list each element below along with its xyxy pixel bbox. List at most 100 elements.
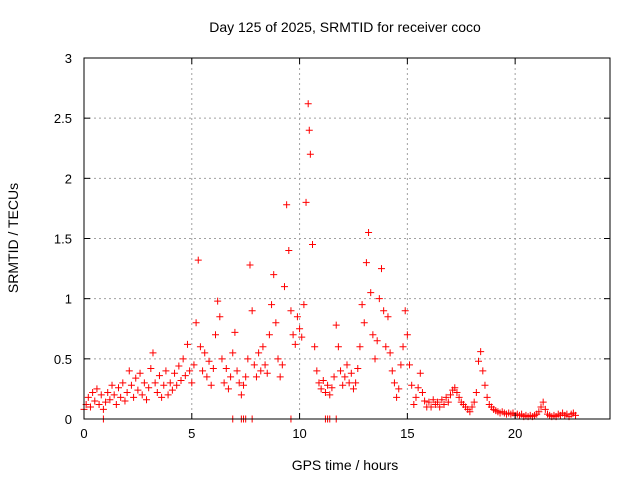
data-point	[136, 369, 144, 377]
y-axis-label: SRMTID / TECUs	[5, 183, 21, 293]
data-point	[188, 379, 196, 387]
data-point	[194, 256, 202, 264]
data-point	[280, 283, 288, 291]
data-point	[300, 301, 308, 309]
data-point	[97, 391, 105, 399]
data-point	[99, 405, 107, 413]
y-tick-label: 2.5	[54, 111, 72, 126]
data-point	[401, 307, 409, 315]
data-point	[84, 393, 92, 401]
data-point	[160, 381, 168, 389]
data-point	[440, 401, 448, 409]
data-point	[324, 381, 332, 389]
data-point	[425, 398, 433, 406]
data-point	[235, 379, 243, 387]
data-point	[305, 126, 313, 134]
data-point	[434, 398, 442, 406]
data-point	[168, 386, 176, 394]
data-point	[375, 295, 383, 303]
x-tick-label: 15	[400, 426, 414, 441]
data-point	[386, 349, 394, 357]
data-point	[384, 313, 392, 321]
data-point	[246, 261, 254, 269]
data-point	[207, 381, 215, 389]
series-0	[80, 100, 580, 421]
data-point	[93, 385, 101, 393]
data-point	[104, 389, 112, 397]
data-point	[218, 355, 226, 363]
data-point	[274, 355, 282, 363]
y-tick-label: 3	[65, 51, 72, 66]
data-point	[429, 396, 437, 404]
data-point	[334, 343, 342, 351]
data-point	[395, 385, 403, 393]
data-point	[352, 379, 360, 387]
data-point	[216, 313, 224, 321]
data-point	[414, 384, 422, 392]
data-point	[91, 397, 99, 405]
data-point	[388, 367, 396, 375]
data-point	[399, 343, 407, 351]
data-point	[483, 393, 491, 401]
data-point	[149, 349, 157, 357]
data-point	[468, 403, 476, 411]
data-point	[337, 367, 345, 375]
data-point	[382, 343, 390, 351]
data-point	[369, 331, 377, 339]
data-point	[373, 337, 381, 345]
data-point	[123, 389, 131, 397]
data-point	[472, 389, 480, 397]
data-point	[196, 343, 204, 351]
data-point	[354, 364, 362, 372]
data-point	[309, 241, 317, 249]
data-point	[212, 331, 219, 339]
data-point	[95, 401, 103, 409]
data-point	[252, 373, 260, 381]
data-point	[293, 313, 301, 321]
data-point	[162, 367, 170, 375]
data-point	[410, 401, 418, 409]
data-point	[173, 381, 181, 389]
data-point	[110, 391, 118, 399]
data-point	[209, 364, 217, 372]
data-point	[349, 385, 357, 393]
data-point	[192, 319, 200, 327]
data-point	[143, 396, 151, 404]
data-point	[199, 367, 207, 375]
data-point	[283, 201, 291, 209]
data-point	[287, 307, 295, 315]
data-point	[231, 328, 239, 336]
data-point	[177, 376, 185, 384]
data-point	[132, 374, 140, 382]
data-point	[151, 379, 159, 387]
data-point	[377, 265, 385, 273]
data-point	[106, 396, 114, 404]
data-point	[265, 331, 273, 339]
data-point	[108, 381, 116, 389]
x-axis-label: GPS time / hours	[292, 457, 399, 473]
data-point	[183, 340, 191, 348]
data-point	[289, 331, 297, 339]
data-point	[145, 384, 153, 392]
data-point	[479, 367, 487, 375]
data-point	[481, 381, 489, 389]
chart-title: Day 125 of 2025, SRMTID for receiver coc…	[209, 19, 481, 35]
data-point	[127, 381, 135, 389]
data-point	[306, 150, 314, 158]
data-point	[475, 357, 482, 365]
data-point	[455, 393, 463, 401]
data-point	[203, 373, 211, 381]
data-point	[259, 343, 267, 351]
data-point	[134, 386, 142, 394]
data-point	[222, 364, 230, 372]
data-point	[446, 391, 454, 399]
data-point	[240, 381, 248, 389]
data-point	[190, 361, 198, 369]
data-point	[155, 372, 163, 380]
data-point	[451, 384, 459, 392]
data-point	[477, 348, 485, 356]
data-point	[406, 361, 414, 369]
data-point	[298, 333, 306, 341]
data-point	[153, 389, 161, 397]
data-point	[535, 408, 543, 416]
